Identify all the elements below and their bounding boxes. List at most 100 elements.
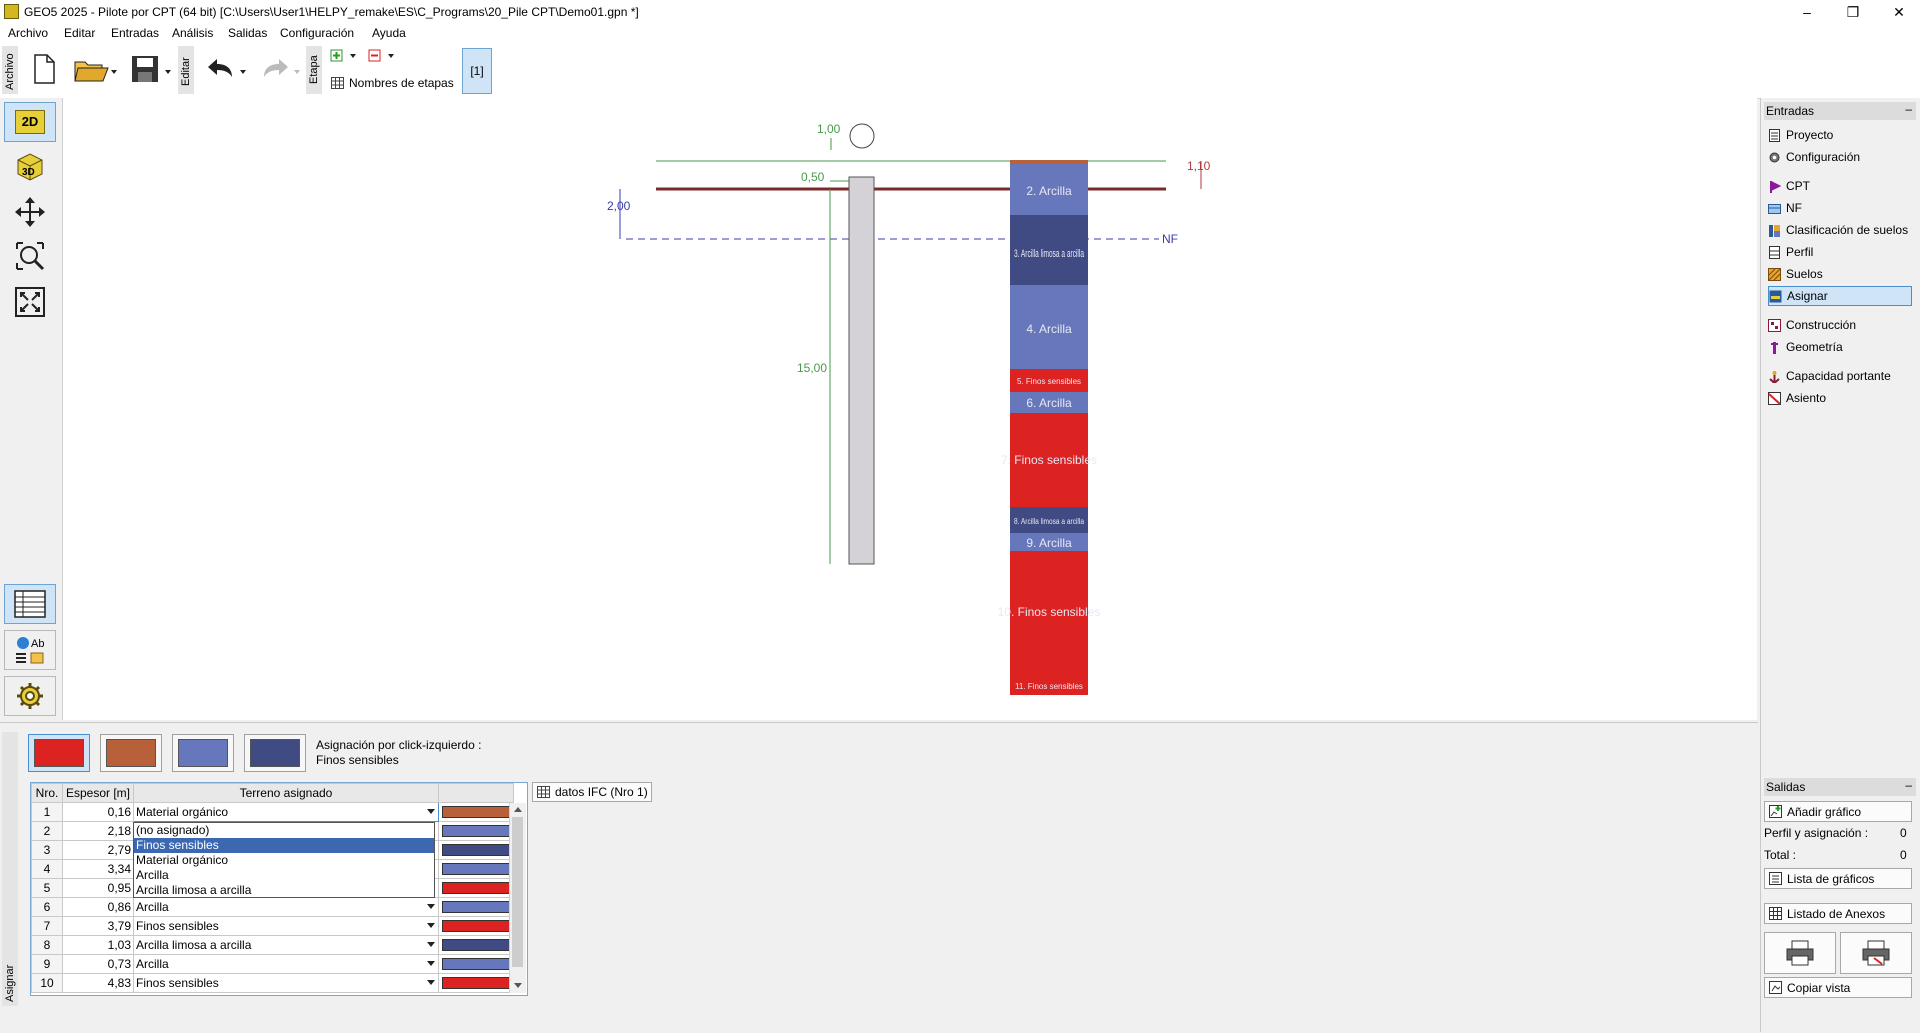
nav-asiento[interactable]: Asiento	[1768, 388, 1912, 408]
layer-11-band[interactable]	[1010, 672, 1088, 695]
add-graph-button[interactable]: Añadir gráfico	[1764, 801, 1912, 822]
profile-icon	[1769, 245, 1780, 259]
row-color	[438, 973, 514, 993]
layer-1-band[interactable]	[1010, 160, 1088, 164]
dropdown-option[interactable]: Arcilla limosa a arcilla	[136, 883, 252, 897]
appendix-list-button[interactable]: Listado de Anexos	[1764, 903, 1912, 924]
tab-editar[interactable]: Editar	[178, 46, 194, 94]
swatch-silty-button[interactable]	[244, 734, 306, 772]
nav-geometria[interactable]: Geometría	[1768, 337, 1912, 357]
soil-select[interactable]: Finos sensibles	[133, 973, 439, 993]
nav-clasificacion[interactable]: Clasificación de suelos	[1768, 220, 1912, 240]
soil-select[interactable]: Arcilla	[133, 897, 439, 917]
tab-etapa[interactable]: Etapa	[306, 46, 322, 94]
table-row[interactable]: 10 4,83 Finos sensibles	[31, 973, 514, 993]
nav-proyecto[interactable]: Proyecto	[1768, 125, 1912, 145]
table-scrollbar[interactable]	[509, 803, 526, 993]
redo-icon	[264, 59, 300, 77]
pan-button[interactable]	[4, 192, 56, 232]
new-file-button[interactable]	[28, 52, 60, 86]
add-stage-icon	[330, 49, 356, 62]
stage-1-button[interactable]: [1]	[462, 48, 492, 94]
soil-select[interactable]: Finos sensibles	[133, 916, 439, 936]
add-stage-button[interactable]	[330, 48, 360, 64]
chevron-down-icon	[427, 904, 435, 909]
copy-view-button[interactable]: Copiar vista	[1764, 977, 1912, 998]
open-file-button[interactable]	[70, 52, 120, 86]
layer-8-band[interactable]	[1010, 507, 1088, 533]
layer-4-band[interactable]	[1010, 285, 1088, 369]
dropdown-option[interactable]: Arcilla	[136, 868, 169, 882]
nav-asignar[interactable]: Asignar	[1768, 286, 1912, 306]
menu-archivo[interactable]: Archivo	[8, 26, 49, 40]
table-view-button[interactable]	[4, 584, 56, 624]
assign-side-tab[interactable]: Asignar	[2, 732, 18, 1006]
row-no: 5	[31, 878, 63, 898]
print-button[interactable]	[1764, 932, 1836, 974]
layer-2-band[interactable]	[1010, 164, 1088, 215]
collapse-icon: –	[1905, 778, 1912, 792]
soil-select[interactable]: Material orgánico	[133, 802, 439, 822]
menu-editar[interactable]: Editar	[64, 26, 96, 40]
remove-stage-button[interactable]	[368, 48, 398, 64]
soil-dropdown-list[interactable]: (no asignado) Finos sensibles Material o…	[133, 822, 435, 898]
table-row[interactable]: 8 1,03 Arcilla limosa a arcilla	[31, 935, 514, 955]
tab-archivo[interactable]: Archivo	[2, 46, 18, 94]
ifc-data-label: datos IFC (Nro 1)	[555, 785, 648, 799]
settings-view-button[interactable]	[4, 676, 56, 716]
classification-icon	[1769, 224, 1780, 237]
layer-9-band[interactable]	[1010, 533, 1088, 551]
soil-select[interactable]: Arcilla	[133, 954, 439, 974]
row-no: 1	[31, 802, 63, 822]
save-file-button[interactable]	[126, 52, 176, 86]
layer-7-band[interactable]	[1010, 413, 1088, 507]
fit-view-button[interactable]	[4, 282, 56, 322]
nav-nf[interactable]: NF	[1768, 198, 1912, 218]
undo-button[interactable]	[200, 54, 248, 84]
close-button[interactable]: ✕	[1893, 4, 1905, 20]
table-row[interactable]: 1 0,16 Material orgánico	[31, 802, 514, 822]
dropdown-option[interactable]: (no asignado)	[136, 823, 210, 837]
nav-suelos[interactable]: Suelos	[1768, 264, 1912, 284]
table-row[interactable]: 6 0,86 Arcilla	[31, 897, 514, 917]
swatch-sensitive-button[interactable]	[28, 734, 90, 772]
view-2d-button[interactable]: 2D	[4, 102, 56, 142]
soil-select[interactable]: Arcilla limosa a arcilla	[133, 935, 439, 955]
graph-list-button[interactable]: Lista de gráficos	[1764, 868, 1912, 889]
layer-10-band[interactable]	[1010, 551, 1088, 672]
menu-analisis[interactable]: Análisis	[172, 26, 214, 40]
nav-capacidad[interactable]: Capacidad portante	[1768, 366, 1912, 386]
objects-view-button[interactable]: Ab	[4, 630, 56, 670]
layer-label: 7. Finos sensibles	[1001, 453, 1097, 467]
menu-ayuda[interactable]: Ayuda	[372, 26, 406, 40]
menu-salidas[interactable]: Salidas	[228, 26, 268, 40]
swatch-organic-button[interactable]	[100, 734, 162, 772]
nav-construccion[interactable]: Construcción	[1768, 315, 1912, 335]
minimize-button[interactable]: –	[1803, 4, 1811, 20]
table-row[interactable]: 9 0,73 Arcilla	[31, 954, 514, 974]
table-row[interactable]: 7 3,79 Finos sensibles	[31, 916, 514, 936]
nav-cpt[interactable]: CPT	[1768, 176, 1912, 196]
layer-5-band[interactable]	[1010, 369, 1088, 392]
redo-button[interactable]	[254, 54, 302, 84]
ifc-data-button[interactable]: datos IFC (Nro 1)	[532, 782, 652, 802]
dropdown-option[interactable]: Material orgánico	[136, 853, 229, 867]
swatch-clay-button[interactable]	[172, 734, 234, 772]
stage-names-button[interactable]: Nombres de etapas	[331, 76, 454, 90]
zoom-button[interactable]	[4, 236, 56, 276]
restore-button[interactable]: ❐	[1846, 4, 1860, 20]
nav-configuracion[interactable]: Configuración	[1768, 147, 1912, 167]
dropdown-option-highlighted[interactable]: Finos sensibles	[134, 838, 434, 853]
layer-3-band[interactable]	[1010, 215, 1088, 285]
move-arrows-icon	[15, 197, 45, 227]
scroll-thumb[interactable]	[512, 817, 523, 967]
menu-entradas[interactable]: Entradas	[111, 26, 160, 40]
print-export-button[interactable]	[1840, 932, 1912, 974]
drawing-canvas[interactable]: NF 2,00 15,00 0,50 1,00 1,10	[63, 98, 1757, 720]
layer-label: 4. Arcilla	[1026, 322, 1072, 336]
nav-perfil[interactable]: Perfil	[1768, 242, 1912, 262]
menu-configuracion[interactable]: Configuración	[280, 26, 355, 40]
view-3d-button[interactable]: 3D	[4, 146, 56, 186]
layer-6-band[interactable]	[1010, 392, 1088, 413]
settlement-icon	[1768, 391, 1781, 405]
